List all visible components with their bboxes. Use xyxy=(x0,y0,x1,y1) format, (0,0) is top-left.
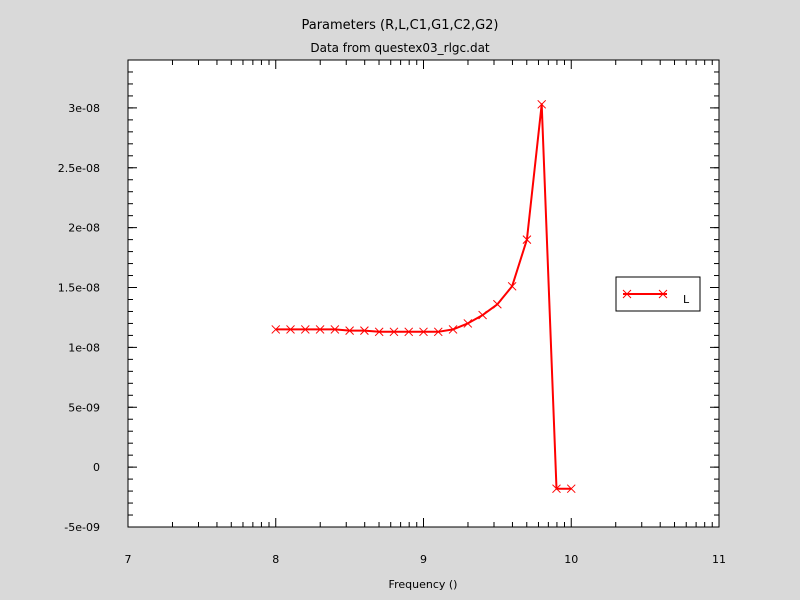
x-marker xyxy=(404,327,414,337)
data-point-L xyxy=(552,484,561,494)
x-tick-label: 9 xyxy=(420,553,427,566)
data-point-L xyxy=(478,310,487,320)
x-marker xyxy=(330,325,340,334)
data-point-L xyxy=(537,99,547,109)
x-marker xyxy=(463,319,473,328)
y-tick-label: -5e-09 xyxy=(64,521,100,534)
x-marker xyxy=(522,235,532,244)
x-marker xyxy=(360,326,369,335)
x-marker xyxy=(478,310,487,320)
x-marker xyxy=(566,484,576,494)
data-point-L xyxy=(433,327,443,337)
x-marker xyxy=(271,325,281,334)
data-point-L xyxy=(389,327,399,337)
data-point-L xyxy=(286,325,295,334)
chart-title: Parameters (R,L,C1,G1,C2,G2) xyxy=(301,18,498,33)
series-layer xyxy=(271,99,576,494)
data-point-L xyxy=(404,327,414,337)
x-marker xyxy=(374,327,384,337)
y-tick-label: 2.5e-08 xyxy=(58,162,100,175)
data-point-L xyxy=(315,325,325,334)
legend-marker xyxy=(622,289,632,299)
x-marker xyxy=(419,327,428,337)
data-point-L xyxy=(463,319,473,328)
x-marker xyxy=(315,325,325,334)
y-tick-label: 5e-09 xyxy=(68,401,100,414)
x-axis-label: Frequency () xyxy=(389,578,458,591)
data-point-L xyxy=(345,326,354,335)
x-tick-label: 8 xyxy=(272,553,279,566)
x-marker xyxy=(448,325,458,334)
x-marker xyxy=(552,484,561,494)
legend: L xyxy=(615,276,701,312)
x-marker xyxy=(300,325,310,334)
x-tick-label: 10 xyxy=(564,553,578,566)
chart-subtitle: Data from questex03_rlgc.dat xyxy=(310,41,490,55)
legend-marker xyxy=(658,289,668,299)
data-point-L xyxy=(566,484,576,494)
data-point-L xyxy=(271,325,281,334)
x-tick-label: 7 xyxy=(125,553,132,566)
data-point-L xyxy=(507,281,517,291)
data-point-L xyxy=(300,325,310,334)
data-point-L xyxy=(330,325,340,334)
x-marker xyxy=(493,299,502,309)
data-point-L xyxy=(419,327,428,337)
y-tick-label: 1.5e-08 xyxy=(58,282,100,295)
x-marker xyxy=(433,327,443,337)
data-point-L xyxy=(522,235,532,244)
y-tick-label: 2e-08 xyxy=(68,222,100,235)
data-point-L xyxy=(360,326,369,335)
data-point-L xyxy=(493,299,502,309)
legend-label-L: L xyxy=(683,293,690,306)
x-marker xyxy=(345,326,354,335)
data-point-L xyxy=(448,325,458,334)
data-point-L xyxy=(374,327,384,337)
x-marker xyxy=(389,327,399,337)
x-marker xyxy=(286,325,295,334)
y-tick-label: 3e-08 xyxy=(68,102,100,115)
y-tick-label: 0 xyxy=(93,461,100,474)
x-marker xyxy=(537,99,547,109)
x-axis: 7 8 9 10 11 xyxy=(125,60,726,566)
y-axis: -5e-09 0 5e-09 1e-08 1.5e-08 2e-08 2.5e-08 3e-0… xyxy=(58,59,719,534)
x-tick-label: 11 xyxy=(712,553,726,566)
x-marker xyxy=(507,281,517,291)
y-tick-label: 1e-08 xyxy=(68,341,100,354)
